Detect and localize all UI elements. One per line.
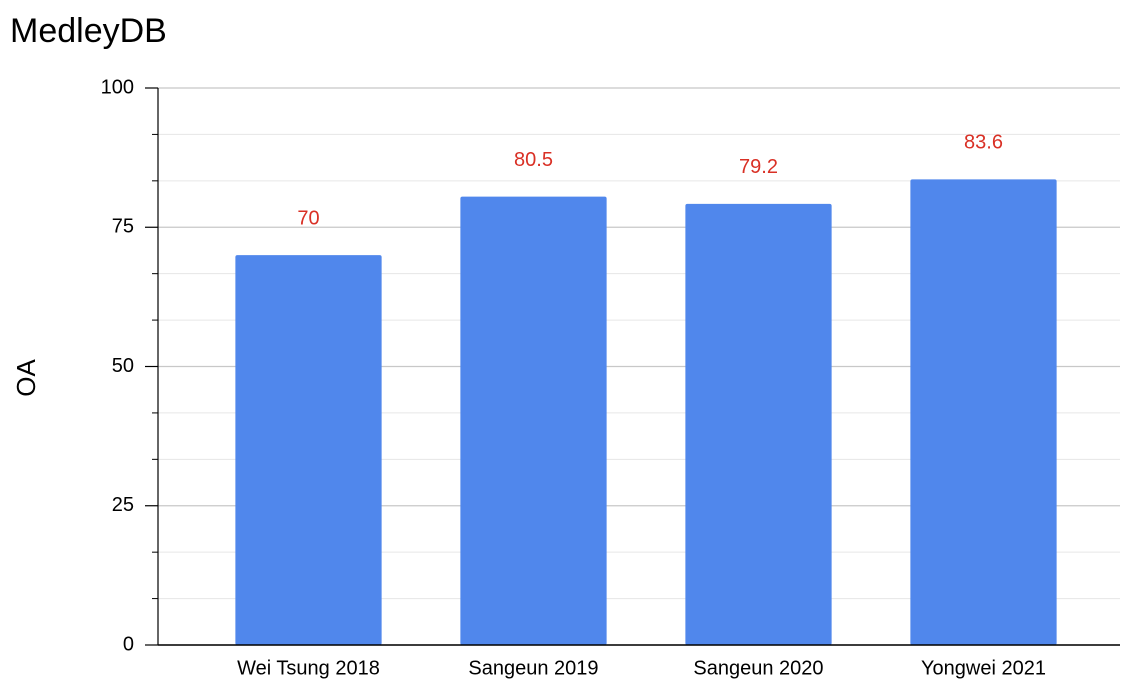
bar	[685, 203, 832, 645]
y-tick-label: 50	[112, 355, 134, 377]
bar	[235, 255, 382, 645]
y-tick-label: 0	[123, 633, 134, 655]
value-label: 79.2	[739, 156, 778, 178]
x-tick-label: Sangeun 2020	[693, 657, 823, 679]
value-label: 83.6	[964, 132, 1003, 154]
y-tick-label: 100	[101, 76, 134, 98]
x-tick-label: Yongwei 2021	[921, 657, 1046, 679]
y-tick-label: 75	[112, 216, 134, 238]
bar	[460, 196, 607, 646]
bar	[910, 179, 1057, 645]
y-axis-label: OA	[11, 359, 41, 397]
x-tick-label: Sangeun 2019	[468, 657, 598, 679]
y-tick-label: 25	[112, 494, 134, 516]
value-label: 80.5	[514, 149, 553, 171]
x-tick-label: Wei Tsung 2018	[237, 657, 380, 679]
chart-title: MedleyDB	[10, 12, 167, 50]
value-label: 70	[297, 207, 319, 229]
